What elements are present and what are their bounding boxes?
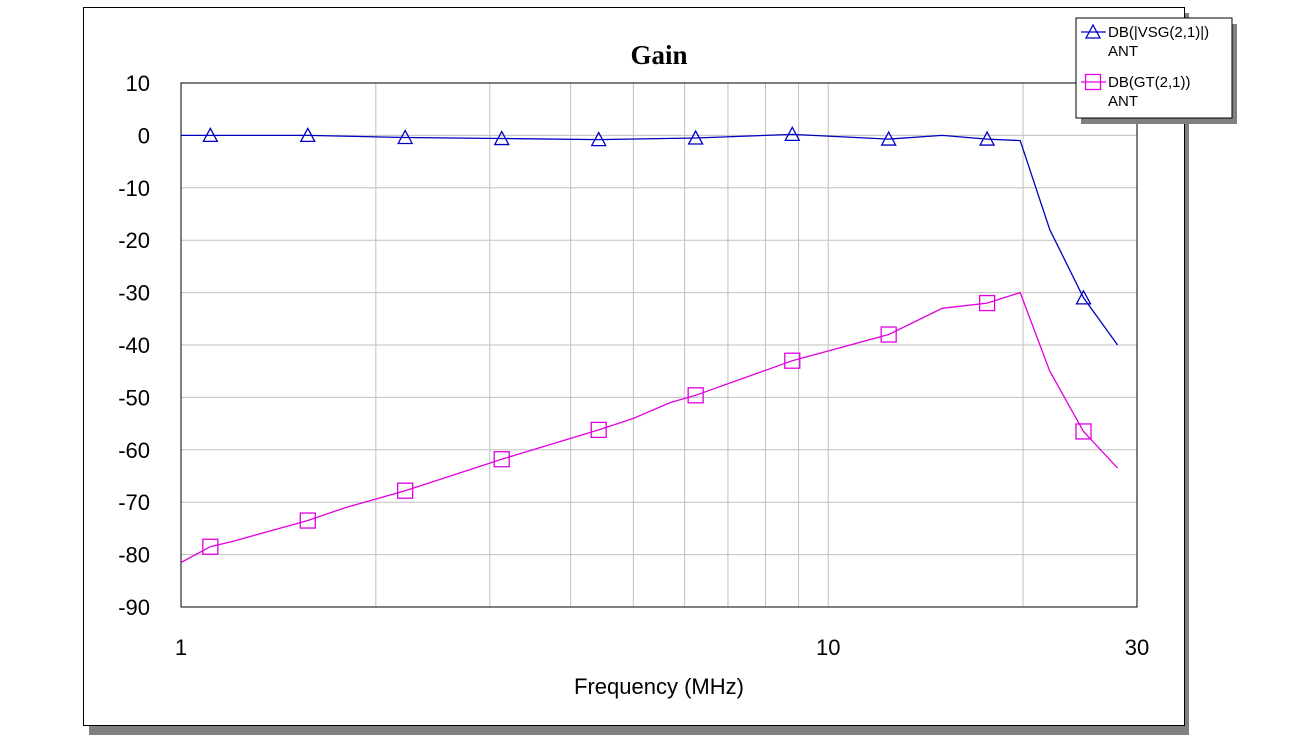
series-marker-1 [397,482,414,499]
y-tick-label: -30 [118,281,150,306]
series-marker-1 [590,421,607,439]
y-tick-label: -80 [118,543,150,568]
legend-label-vsg: DB(|VSG(2,1)|) [1108,24,1209,41]
legend: DB(|VSG(2,1)|) ANT DB(GT(2,1)) ANT [1075,17,1237,124]
series-marker-0 [784,125,801,142]
series-marker-1 [493,451,510,468]
series-marker-0 [880,130,897,146]
series-marker-0 [1075,289,1092,305]
series-marker-0 [590,131,607,147]
legend-swatch-marker-0 [1084,23,1102,39]
y-tick-label: -10 [118,176,150,201]
series-marker-0 [397,129,414,145]
x-axis-title: Frequency (MHz) [574,674,744,699]
plot-border [180,82,1138,608]
series-line-0 [181,133,1119,346]
series-marker-1 [1075,423,1092,440]
legend-label-gt: DB(GT(2,1)) [1108,74,1191,91]
series-marker-0 [202,127,219,143]
series-marker-0 [493,130,510,146]
series-marker-0 [979,130,996,146]
y-tick-label: -50 [118,385,150,410]
series-marker-1 [880,326,897,343]
y-tick-label: -60 [118,438,150,463]
x-tick-label: 1 [175,635,187,660]
x-tick-label: 30 [1125,635,1149,660]
legend-box [1075,17,1233,119]
y-tick-label: -70 [118,490,150,515]
series-marker-1 [978,294,996,312]
series-lines [180,125,1119,564]
legend-swatch-marker-1 [1084,73,1102,91]
chart-title: Gain [630,40,687,70]
series-marker-1 [202,538,219,555]
x-tick-label: 10 [816,635,840,660]
y-tick-label: -40 [118,333,150,358]
y-tick-labels: 10 0 -10 -20 -30 -40 -50 -60 -70 -80 -90 [118,71,150,620]
series-marker-1 [299,512,316,529]
series-line-1 [180,291,1119,564]
x-tick-labels: 1 10 30 [175,635,1149,660]
y-tick-label: -90 [118,595,150,620]
y-tick-label: 0 [138,123,150,148]
legend-sublabel-vsg: ANT [1108,43,1138,60]
legend-sublabel-gt: ANT [1108,93,1138,110]
series-marker-1 [687,387,704,404]
series-marker-0 [299,127,316,143]
series-marker-1 [784,352,801,369]
y-tick-label: -20 [118,228,150,253]
series-marker-0 [687,129,704,145]
y-tick-label: 10 [126,71,150,96]
